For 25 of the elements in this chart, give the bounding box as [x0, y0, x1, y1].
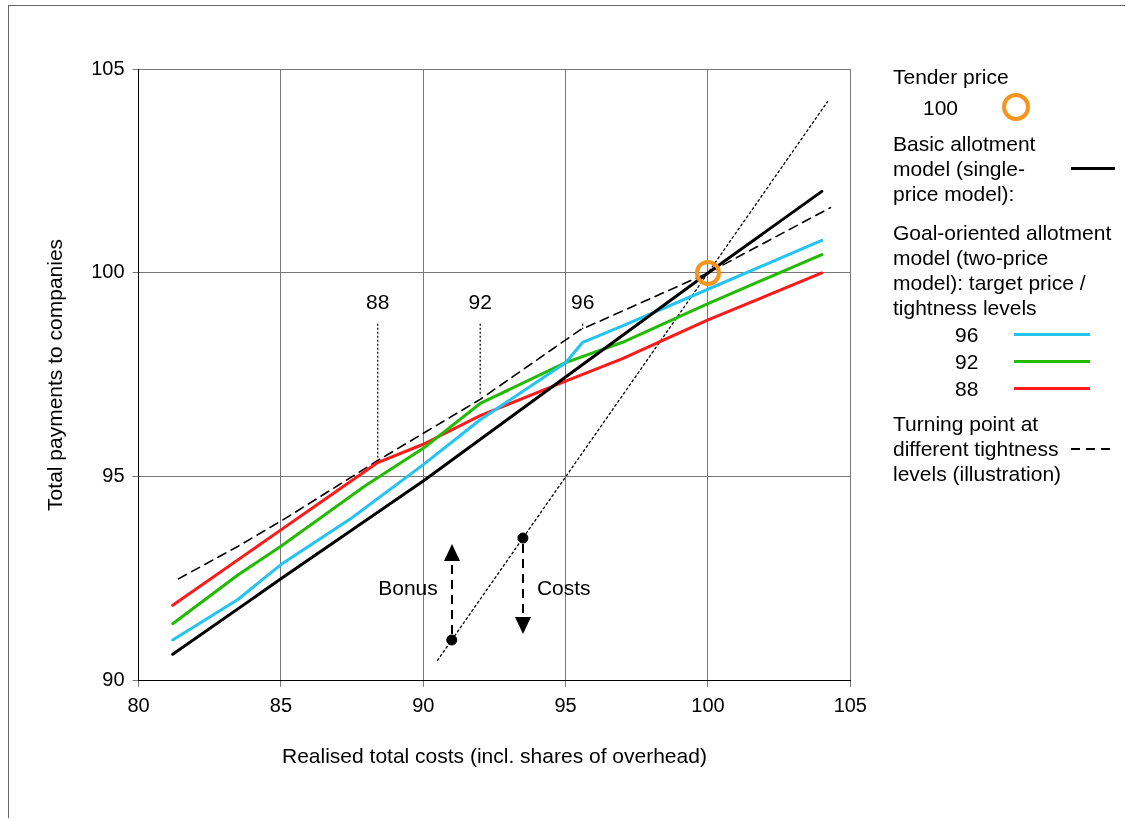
- y-axis-title: Total payments to companies: [43, 238, 67, 511]
- legend-label: 88: [955, 376, 979, 401]
- legend-title: Tender price: [893, 64, 1010, 89]
- annotation: Bonus: [378, 575, 438, 599]
- x-axis-title: Realised total costs (incl. shares of overhead): [282, 744, 707, 768]
- x-tick-label: 105: [833, 694, 867, 717]
- x-tick-label: 85: [269, 694, 293, 717]
- legend-label: Turning point at different tightness levels (illustration): [893, 411, 1063, 486]
- legend-label: 92: [955, 349, 979, 374]
- legend-label: Basic allotment model (single-price model):: [893, 131, 1037, 206]
- annotation: 88: [366, 290, 390, 314]
- x-tick-label: 80: [127, 694, 150, 717]
- legend-label: 96: [955, 322, 979, 347]
- annotation: 96: [571, 290, 595, 314]
- y-tick-label: 95: [102, 464, 125, 487]
- annotation: Costs: [536, 575, 591, 599]
- legend-label: 100: [923, 94, 959, 120]
- annotation: 92: [468, 290, 492, 314]
- x-tick-label: 100: [691, 694, 725, 717]
- x-tick-label: 90: [412, 694, 435, 717]
- text: Goal-oriented allotment model (two-price model): target price / tightness levels: [893, 220, 1113, 320]
- x-tick-label: 95: [554, 694, 577, 717]
- y-tick-label: 100: [91, 260, 125, 283]
- y-tick-label: 105: [91, 56, 125, 79]
- y-tick-label: 90: [102, 668, 125, 691]
